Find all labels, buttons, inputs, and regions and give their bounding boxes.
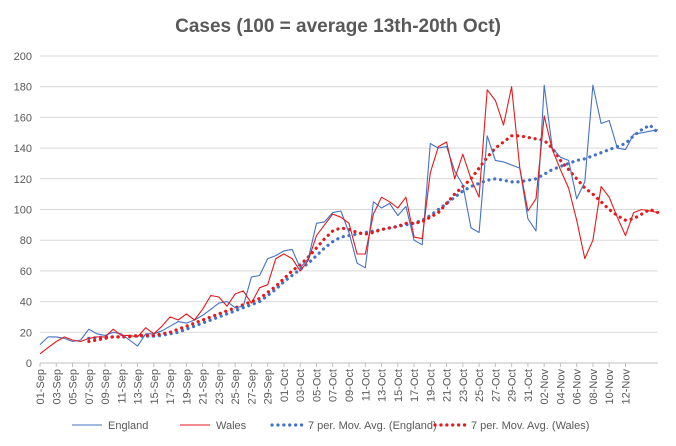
x-tick-label: 05-Oct [311,369,323,402]
x-tick-label: 25-Oct [474,369,486,402]
y-tick-label: 100 [14,205,32,217]
x-tick-label: 17-Oct [409,369,421,402]
legend-label: Wales [216,420,247,432]
x-tick-label: 23-Oct [458,369,470,402]
x-tick-label: 03-Sep [51,369,63,404]
x-tick-label: 19-Oct [425,369,437,402]
x-tick-label: 27-Sep [246,369,258,404]
y-tick-label: 40 [20,297,32,309]
x-tick-label: 13-Sep [133,369,145,404]
x-tick-label: 07-Oct [328,369,340,402]
x-tick-label: 07-Sep [84,369,96,404]
legend-label: 7 per. Mov. Avg. (Wales) [471,420,589,432]
x-tick-label: 11-Sep [116,369,128,404]
y-axis-ticks: 0 20 40 60 80 100 120 140 160 180 200 [14,51,32,370]
series-line [39,86,659,355]
series-layer [39,84,660,355]
x-tick-label: 09-Oct [344,369,356,402]
x-tick-label: 29-Sep [263,369,275,404]
x-tick-label: 21-Oct [442,369,454,402]
legend-label: 7 per. Mov. Avg. (England) [308,420,437,432]
x-tick-label: 09-Sep [100,369,112,404]
x-tick-label: 15-Sep [149,369,161,404]
y-tick-label: 180 [14,82,32,94]
x-tick-label: 21-Sep [198,369,210,404]
x-tick-label: 23-Sep [214,369,226,404]
x-tick-label: 12-Nov [620,369,632,405]
x-tick-label: 17-Sep [165,369,177,404]
x-tick-label: 13-Oct [377,369,389,402]
y-tick-label: 200 [14,51,32,63]
grid-layer [40,55,658,364]
x-tick-label: 15-Oct [393,369,405,402]
y-tick-label: 140 [14,143,32,155]
x-tick-label: 06-Nov [572,369,584,405]
x-tick-label: 04-Nov [555,369,567,405]
legend: England Wales 7 per. Mov. Avg. (England) 7 … [72,420,589,432]
x-tick-label: 02-Nov [539,369,551,405]
y-tick-label: 80 [20,235,32,247]
series-line [39,84,659,347]
x-tick-label: 08-Nov [588,369,600,405]
x-axis-ticks: 01-Sep 03-Sep 05-Sep 07-Sep 09-Sep 11-Sep 13-S… [35,363,632,404]
x-tick-label: 11-Oct [360,369,372,401]
x-tick-label: 01-Sep [35,369,47,404]
y-tick-label: 0 [26,358,32,370]
x-tick-label: 19-Sep [181,369,193,404]
x-tick-label: 03-Oct [295,369,307,402]
x-tick-label: 10-Nov [604,369,616,405]
x-tick-label: 27-Oct [490,369,502,402]
x-tick-label: 01-Oct [279,369,291,402]
series-line-moving-average [87,134,660,344]
x-tick-label: 05-Sep [68,369,80,404]
y-tick-label: 120 [14,174,32,186]
y-tick-label: 60 [20,266,32,278]
y-tick-label: 20 [20,327,32,339]
x-tick-label: 29-Oct [507,369,519,402]
chart-title: Cases (100 = average 13th-20th Oct) [175,16,501,37]
x-tick-label: 31-Oct [523,369,535,402]
legend-label: England [108,420,148,432]
x-tick-label: 25-Sep [230,369,242,404]
y-tick-label: 160 [14,112,32,124]
